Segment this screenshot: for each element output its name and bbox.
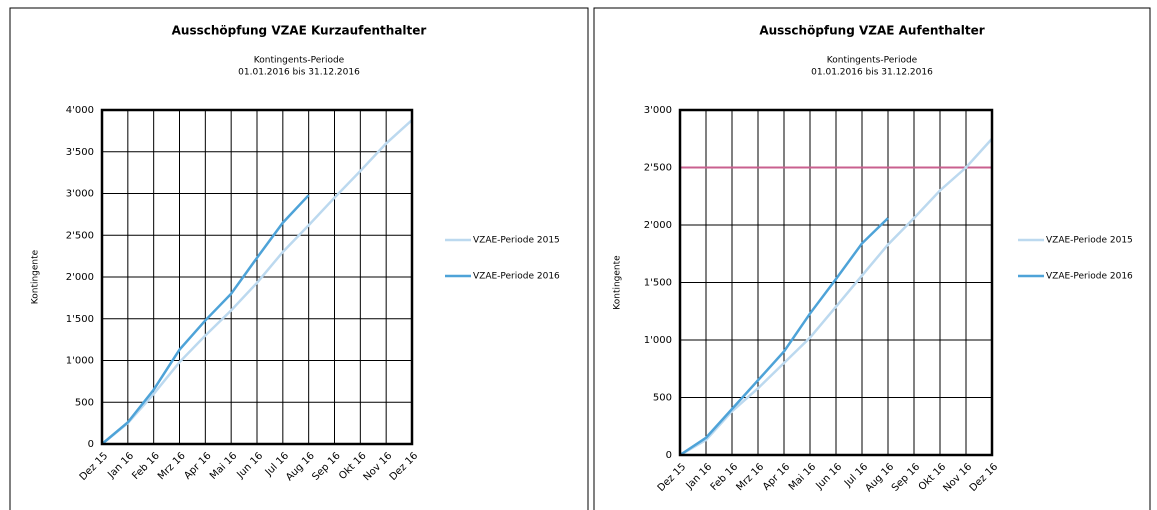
- series-line: [101, 119, 413, 445]
- x-tick-label: Apr 16: [761, 461, 792, 492]
- y-tick-label: 1'500: [644, 278, 672, 289]
- x-tick-label: Sep 16: [310, 450, 342, 482]
- y-tick-label: 1'000: [644, 335, 672, 346]
- x-tick-label: Dez 16: [388, 450, 421, 483]
- y-tick-label: 2'000: [66, 272, 94, 283]
- y-axis-label: Kontingente: [613, 255, 623, 310]
- plot-frame: [100, 108, 414, 446]
- legend-label: VZAE-Periode 2016: [473, 272, 560, 282]
- y-tick-label: 2'500: [66, 230, 94, 241]
- x-tick-label: Nov 16: [941, 461, 974, 494]
- x-tick-label: Mai 16: [208, 450, 239, 481]
- x-tick-label: Apr 16: [182, 450, 213, 481]
- panel-frame: [593, 7, 1151, 510]
- y-tick-label: 1'000: [66, 356, 94, 367]
- chart-subtitle: Kontingents-Periode: [827, 56, 918, 66]
- chart-subtitle: Kontingents-Periode: [254, 56, 345, 66]
- x-tick-label: Feb 16: [709, 461, 741, 493]
- x-tick-label: Aug 16: [863, 461, 896, 494]
- panel-frame: [9, 7, 589, 510]
- y-tick-label: 1'500: [66, 314, 94, 325]
- series-line: [679, 137, 993, 457]
- legend-label: VZAE-Periode 2015: [473, 236, 560, 246]
- x-tick-label: Dez 15: [656, 461, 689, 494]
- x-tick-label: Sep 16: [890, 461, 922, 493]
- x-tick-label: Jun 16: [813, 461, 844, 492]
- y-tick-label: 3'000: [644, 105, 672, 116]
- y-tick-label: 0: [666, 450, 672, 461]
- x-tick-label: Mrz 16: [156, 450, 188, 482]
- y-tick-label: 0: [88, 439, 94, 450]
- chart-subtitle: 01.01.2016 bis 31.12.2016: [811, 68, 933, 78]
- x-tick-label: Aug 16: [284, 450, 317, 483]
- x-tick-label: Dez 15: [78, 450, 111, 483]
- chart-title: Ausschöpfung VZAE Aufenthalter: [759, 24, 984, 38]
- y-tick-label: 4'000: [66, 105, 94, 116]
- y-tick-label: 2'500: [644, 163, 672, 174]
- x-tick-label: Jun 16: [234, 450, 265, 481]
- y-tick-label: 3'500: [66, 147, 94, 158]
- legend-label: VZAE-Periode 2016: [1046, 272, 1133, 282]
- y-tick-label: 500: [75, 397, 94, 408]
- y-tick-label: 3'000: [66, 189, 94, 200]
- plot-frame: [678, 108, 994, 457]
- chart-title: Ausschöpfung VZAE Kurzaufenthalter: [172, 24, 427, 38]
- x-tick-label: Dez 16: [968, 461, 1001, 494]
- x-tick-label: Mai 16: [787, 461, 818, 492]
- x-tick-label: Mrz 16: [734, 461, 766, 493]
- y-axis-label: Kontingente: [31, 249, 41, 304]
- chart-subtitle: 01.01.2016 bis 31.12.2016: [238, 68, 360, 78]
- y-tick-label: 2'000: [644, 220, 672, 231]
- series-line: [679, 217, 889, 457]
- legend-label: VZAE-Periode 2015: [1046, 236, 1133, 246]
- y-tick-label: 500: [653, 393, 672, 404]
- series-line: [101, 194, 310, 445]
- x-tick-label: Feb 16: [130, 450, 162, 482]
